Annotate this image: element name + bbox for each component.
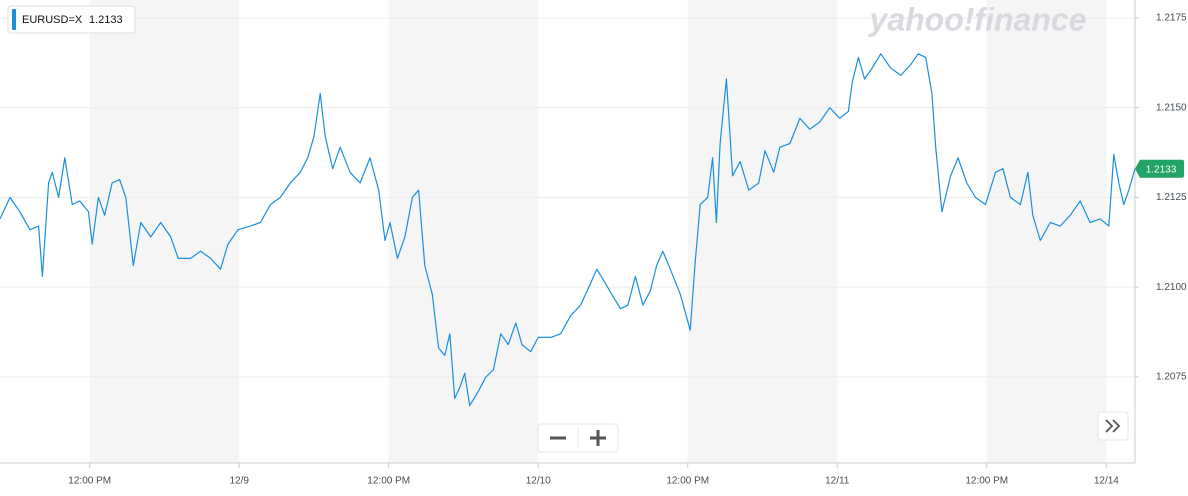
x-tick-label: 12/10	[526, 476, 551, 487]
session-band	[986, 0, 1107, 463]
y-tick-label: 1.2150	[1156, 102, 1187, 113]
zoom-in-button[interactable]	[580, 426, 616, 450]
legend-box	[7, 5, 136, 34]
y-tick-label: 1.2100	[1156, 282, 1187, 293]
session-band	[687, 0, 838, 463]
y-tick-label: 1.2175	[1156, 13, 1187, 24]
x-tick-label: 12:00 PM	[367, 476, 410, 487]
x-tick-label: 12:00 PM	[666, 476, 709, 487]
legend-swatch	[12, 9, 16, 30]
session-band	[388, 0, 539, 463]
y-tick-label: 1.2125	[1156, 192, 1187, 203]
price-tag	[1135, 159, 1184, 178]
session-band	[89, 0, 240, 463]
x-tick-label: 12/14	[1094, 476, 1119, 487]
price-line	[0, 53, 1136, 407]
scroll-right-button[interactable]	[1097, 411, 1129, 441]
x-tick-label: 12:00 PM	[965, 476, 1008, 487]
zoom-controls	[537, 411, 1129, 453]
y-tick-label: 1.2075	[1156, 372, 1187, 383]
session-bands	[89, 0, 1107, 463]
legend-symbol: EURUSD=X	[22, 14, 83, 26]
legend: EURUSD=X 1.2133	[7, 5, 136, 34]
x-tick-label: 12:00 PM	[68, 476, 111, 487]
brand-logo: yahoo!finance	[868, 1, 1087, 37]
zoom-out-button[interactable]	[540, 426, 576, 450]
x-tick-label: 12/9	[229, 476, 249, 487]
grid	[0, 17, 1135, 378]
price-tag-label: 1.2133	[1146, 164, 1177, 175]
legend-price: 1.2133	[89, 14, 123, 26]
x-tick-label: 12/11	[825, 476, 850, 487]
